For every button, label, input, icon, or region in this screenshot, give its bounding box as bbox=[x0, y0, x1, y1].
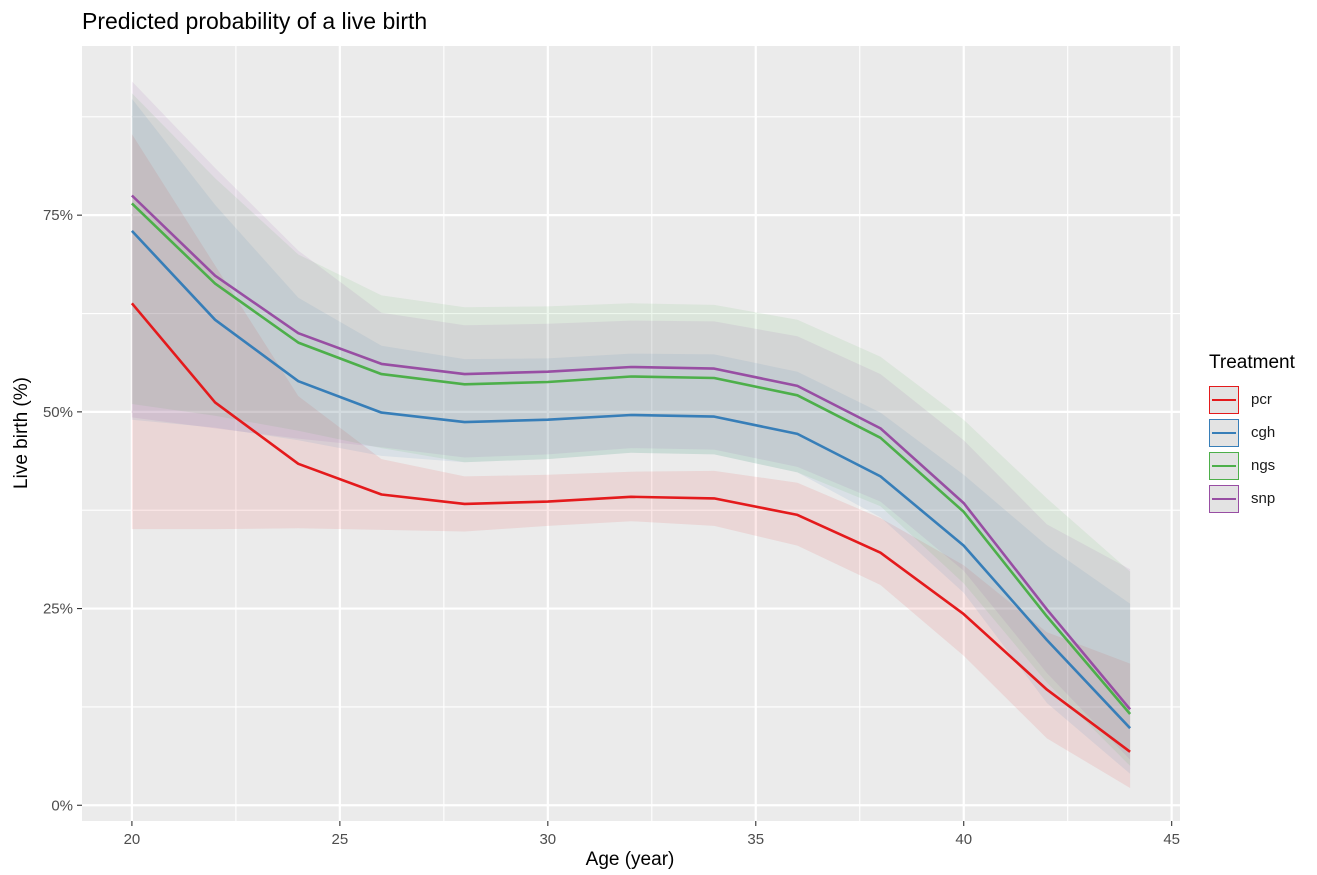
x-tick-label: 45 bbox=[1163, 831, 1180, 848]
legend-key-line bbox=[1212, 431, 1236, 434]
chart-title: Predicted probability of a live birth bbox=[82, 8, 428, 34]
legend-key-pcr bbox=[1209, 385, 1239, 414]
y-tick-label: 50% bbox=[43, 404, 73, 421]
legend-key-ngs bbox=[1209, 451, 1239, 480]
x-tick-label: 40 bbox=[955, 831, 972, 848]
series-line-pcr bbox=[130, 302, 1131, 753]
legend-label: pcr bbox=[1251, 391, 1272, 408]
series-line-cgh bbox=[130, 230, 1132, 730]
legend-key-snp bbox=[1209, 484, 1239, 513]
legend-key-cgh bbox=[1209, 418, 1239, 447]
panel-background bbox=[82, 46, 1180, 821]
ribbon-pcr bbox=[131, 134, 1131, 789]
legend-item-pcr: pcr bbox=[1209, 383, 1295, 416]
y-axis-label: Live birth (%) bbox=[11, 377, 32, 489]
legend-label: cgh bbox=[1251, 424, 1276, 441]
legend-label: snp bbox=[1251, 490, 1276, 507]
x-tick-label: 30 bbox=[539, 831, 556, 848]
legend-label: ngs bbox=[1251, 457, 1276, 474]
legend-key-line bbox=[1212, 497, 1236, 500]
x-tick-label: 20 bbox=[124, 831, 141, 848]
x-axis-label: Age (year) bbox=[585, 849, 675, 870]
series-line-ngs bbox=[130, 202, 1132, 715]
legend: Treatment pcr cgh ngs snp bbox=[1209, 352, 1295, 515]
y-tick-label: 0% bbox=[51, 797, 73, 814]
legend-item-cgh: cgh bbox=[1209, 416, 1295, 449]
x-tick-label: 35 bbox=[747, 831, 764, 848]
x-tick-label: 25 bbox=[332, 831, 349, 848]
ribbon-cgh bbox=[131, 98, 1131, 774]
y-tick-label: 75% bbox=[43, 207, 73, 224]
legend-item-snp: snp bbox=[1209, 482, 1295, 515]
legend-item-ngs: ngs bbox=[1209, 449, 1295, 482]
ribbon-snp bbox=[131, 81, 1131, 760]
ribbon-ngs bbox=[131, 93, 1131, 766]
y-tick-label: 25% bbox=[43, 601, 73, 618]
legend-key-line bbox=[1212, 398, 1236, 401]
legend-items: pcr cgh ngs snp bbox=[1209, 383, 1295, 515]
series-line-snp bbox=[130, 194, 1132, 711]
legend-title: Treatment bbox=[1209, 352, 1295, 373]
legend-key-line bbox=[1212, 464, 1236, 467]
